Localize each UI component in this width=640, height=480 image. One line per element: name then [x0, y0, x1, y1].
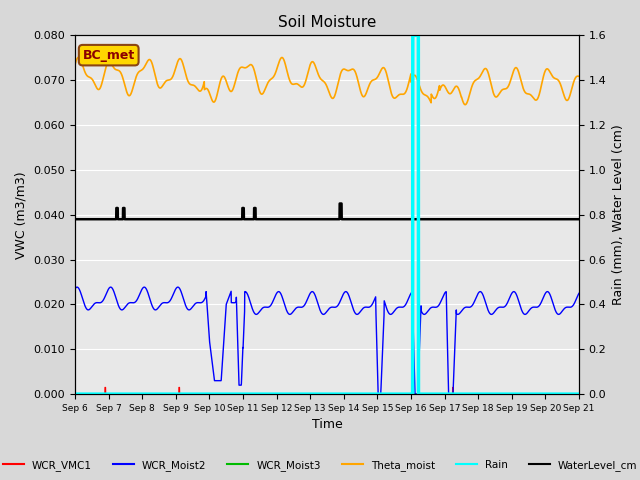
Theta_moist — [159, 83, 166, 89]
Rain — [129, 391, 136, 397]
WaterLevel_cm — [286, 216, 294, 222]
WCR_Moist2 — [575, 290, 583, 296]
WCR_VMC1 — [287, 391, 294, 397]
Theta_moist — [566, 94, 573, 100]
Rain — [565, 391, 573, 397]
WCR_VMC1 — [575, 391, 583, 397]
WCR_VMC1 — [159, 391, 166, 397]
WCR_Moist3 — [575, 391, 583, 397]
WaterLevel_cm — [264, 216, 272, 222]
Rain — [264, 391, 272, 397]
Rain — [409, 33, 417, 38]
WCR_VMC1 — [565, 391, 573, 397]
WCR_Moist3 — [565, 391, 573, 397]
WaterLevel_cm — [565, 216, 573, 222]
Y-axis label: VWC (m3/m3): VWC (m3/m3) — [15, 171, 28, 259]
Legend: WCR_VMC1, WCR_Moist2, WCR_Moist3, Theta_moist, Rain, WaterLevel_cm: WCR_VMC1, WCR_Moist2, WCR_Moist3, Theta_… — [0, 456, 640, 475]
Line: Theta_moist: Theta_moist — [75, 57, 579, 105]
WCR_VMC1 — [511, 391, 519, 397]
WCR_Moist3 — [264, 391, 272, 397]
Rain — [511, 391, 519, 397]
Theta_moist — [75, 54, 83, 60]
Theta_moist — [511, 65, 519, 71]
WCR_Moist3 — [286, 391, 294, 397]
WCR_VMC1 — [264, 391, 272, 397]
Theta_moist — [129, 86, 136, 92]
Theta_moist — [287, 79, 294, 84]
WaterLevel_cm — [575, 216, 583, 222]
WaterLevel_cm — [71, 216, 79, 222]
WCR_Moist3 — [159, 391, 166, 397]
WCR_Moist2 — [140, 284, 148, 290]
WaterLevel_cm — [129, 216, 136, 222]
WCR_Moist2 — [129, 300, 136, 306]
WaterLevel_cm — [336, 201, 344, 206]
WCR_Moist3 — [511, 391, 518, 397]
WCR_VMC1 — [71, 391, 79, 397]
Line: Rain: Rain — [75, 36, 579, 394]
Line: WaterLevel_cm: WaterLevel_cm — [75, 204, 579, 219]
WCR_VMC1 — [129, 391, 136, 397]
Text: BC_met: BC_met — [83, 48, 135, 61]
WaterLevel_cm — [159, 216, 166, 222]
Theta_moist — [71, 62, 79, 68]
WCR_VMC1 — [101, 384, 109, 390]
X-axis label: Time: Time — [312, 419, 342, 432]
WCR_Moist2 — [71, 286, 79, 292]
Rain — [71, 391, 79, 397]
WCR_Moist2 — [374, 391, 382, 397]
Theta_moist — [264, 79, 272, 85]
Line: WCR_VMC1: WCR_VMC1 — [75, 387, 579, 394]
Line: WCR_Moist2: WCR_Moist2 — [75, 287, 579, 394]
WaterLevel_cm — [511, 216, 519, 222]
WCR_Moist3 — [129, 391, 136, 397]
Title: Soil Moisture: Soil Moisture — [278, 15, 376, 30]
Y-axis label: Rain (mm), Water Level (cm): Rain (mm), Water Level (cm) — [612, 124, 625, 305]
Theta_moist — [575, 73, 583, 79]
WCR_Moist2 — [264, 304, 272, 310]
Rain — [575, 391, 583, 397]
WCR_Moist2 — [159, 300, 166, 306]
Rain — [159, 391, 166, 397]
WCR_Moist2 — [287, 312, 294, 317]
WCR_Moist3 — [71, 391, 79, 397]
WCR_Moist2 — [511, 289, 519, 295]
WCR_Moist2 — [566, 304, 573, 310]
Rain — [286, 391, 294, 397]
Theta_moist — [461, 102, 469, 108]
